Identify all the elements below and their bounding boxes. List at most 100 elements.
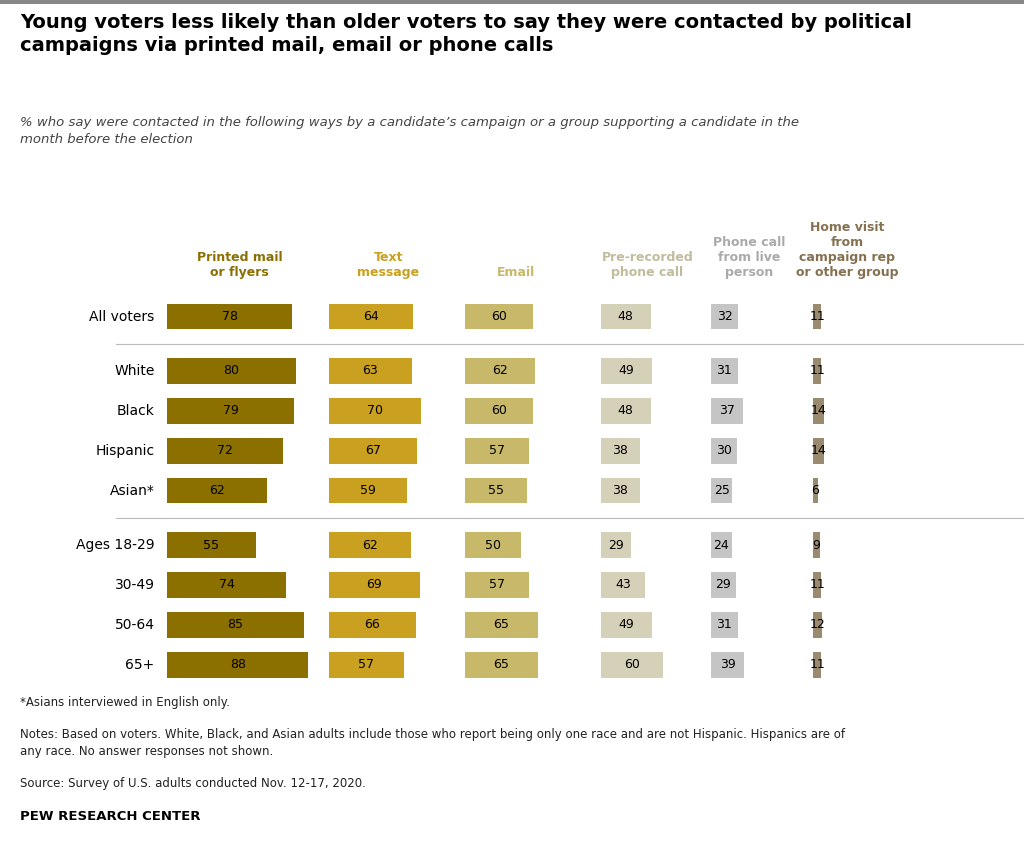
Bar [167,398,294,423]
Text: 88: 88 [229,658,246,672]
Text: 85: 85 [227,618,244,631]
Text: 30-49: 30-49 [115,578,155,592]
Bar [465,438,529,464]
Bar [465,652,539,678]
Text: 14: 14 [811,444,826,457]
Text: 14: 14 [811,405,826,417]
Text: 9: 9 [813,539,820,551]
Text: PEW RESEARCH CENTER: PEW RESEARCH CENTER [20,810,201,823]
Text: 57: 57 [489,578,505,592]
Text: 38: 38 [612,484,629,497]
Bar [465,398,532,423]
Bar [329,398,421,423]
Bar [813,612,822,637]
Text: Notes: Based on voters. White, Black, and Asian adults include those who report : Notes: Based on voters. White, Black, an… [20,728,846,758]
Text: 32: 32 [717,310,732,323]
Bar [711,533,731,557]
Text: 60: 60 [490,310,507,323]
Bar [601,572,645,598]
Bar [465,304,532,329]
Text: 50: 50 [485,539,501,551]
Text: 66: 66 [365,618,380,631]
Bar [711,572,736,598]
Text: 57: 57 [358,658,375,672]
Bar [167,358,296,384]
Text: Printed mail
or flyers: Printed mail or flyers [197,251,283,279]
Bar [167,478,267,503]
Bar [601,398,650,423]
Bar [813,304,821,329]
Text: 29: 29 [716,578,731,592]
Bar [813,398,823,423]
Text: 29: 29 [608,539,624,551]
Bar [465,358,535,384]
Bar [601,612,651,637]
Text: 25: 25 [714,484,730,497]
Bar [711,358,737,384]
Bar [167,572,286,598]
Bar [167,533,256,557]
Text: Ages 18-29: Ages 18-29 [76,538,155,552]
Bar [711,438,736,464]
Bar [167,438,283,464]
Text: 79: 79 [222,405,239,417]
Bar [465,533,521,557]
Text: Black: Black [117,404,155,417]
Text: 24: 24 [714,539,729,551]
Text: Asian*: Asian* [110,484,155,497]
Bar [601,438,640,464]
Text: 11: 11 [809,578,825,592]
Text: 38: 38 [612,444,629,457]
Text: 12: 12 [810,618,825,631]
Bar [711,304,738,329]
Bar [711,652,744,678]
Text: 11: 11 [809,310,825,323]
Text: 37: 37 [719,405,735,417]
Text: Email: Email [497,266,535,279]
Text: 63: 63 [362,364,378,377]
Text: Pre-recorded
phone call: Pre-recorded phone call [601,251,693,279]
Text: 70: 70 [367,405,383,417]
Text: Source: Survey of U.S. adults conducted Nov. 12-17, 2020.: Source: Survey of U.S. adults conducted … [20,777,367,790]
Text: Hispanic: Hispanic [95,444,155,458]
Text: % who say were contacted in the following ways by a candidate’s campaign or a gr: % who say were contacted in the followin… [20,116,800,146]
Bar [167,612,304,637]
Bar [329,652,404,678]
Text: Text
message: Text message [357,251,419,279]
Text: 49: 49 [618,618,634,631]
Text: 72: 72 [217,444,232,457]
Text: 64: 64 [364,310,379,323]
Text: 31: 31 [717,364,732,377]
Text: Home visit
from
campaign rep
or other group: Home visit from campaign rep or other gr… [796,221,898,279]
Bar [329,533,411,557]
Text: 55: 55 [487,484,504,497]
Text: All voters: All voters [89,309,155,324]
Bar [711,398,742,423]
Text: 60: 60 [490,405,507,417]
Bar [601,478,640,503]
Bar [711,612,737,637]
Bar [601,652,663,678]
Bar [813,478,818,503]
Bar [329,612,416,637]
Bar [329,438,418,464]
Text: 62: 62 [361,539,378,551]
Bar [601,533,631,557]
Text: 80: 80 [223,364,240,377]
Text: 43: 43 [615,578,631,592]
Text: 62: 62 [209,484,225,497]
Bar [813,438,823,464]
Bar [601,358,651,384]
Bar [329,304,414,329]
Text: *Asians interviewed in English only.: *Asians interviewed in English only. [20,696,230,709]
Bar [167,304,293,329]
Text: 50-64: 50-64 [115,618,155,632]
Text: 48: 48 [617,405,634,417]
Bar [465,572,529,598]
Text: 59: 59 [359,484,376,497]
Bar [813,572,821,598]
Bar [167,652,308,678]
Text: 57: 57 [489,444,505,457]
Text: Phone call
from live
person: Phone call from live person [714,236,785,279]
Bar [813,652,821,678]
